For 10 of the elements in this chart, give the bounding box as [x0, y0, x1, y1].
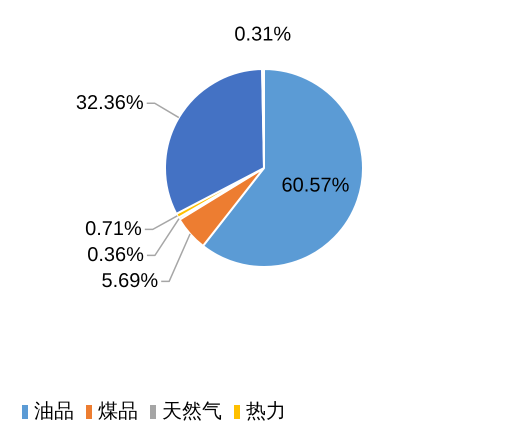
- data-label: 0.31%: [234, 24, 292, 46]
- data-label: 5.69%: [101, 270, 158, 292]
- legend-label: 天然气: [162, 400, 222, 423]
- legend-label: 油品: [34, 400, 74, 423]
- data-label: 32.36%: [76, 92, 144, 114]
- data-label: 0.71%: [85, 218, 142, 240]
- legend-label: 热力: [246, 400, 286, 423]
- data-label: 0.36%: [87, 244, 144, 266]
- legend-label: 煤品: [98, 400, 138, 423]
- data-label: 60.57%: [282, 174, 350, 196]
